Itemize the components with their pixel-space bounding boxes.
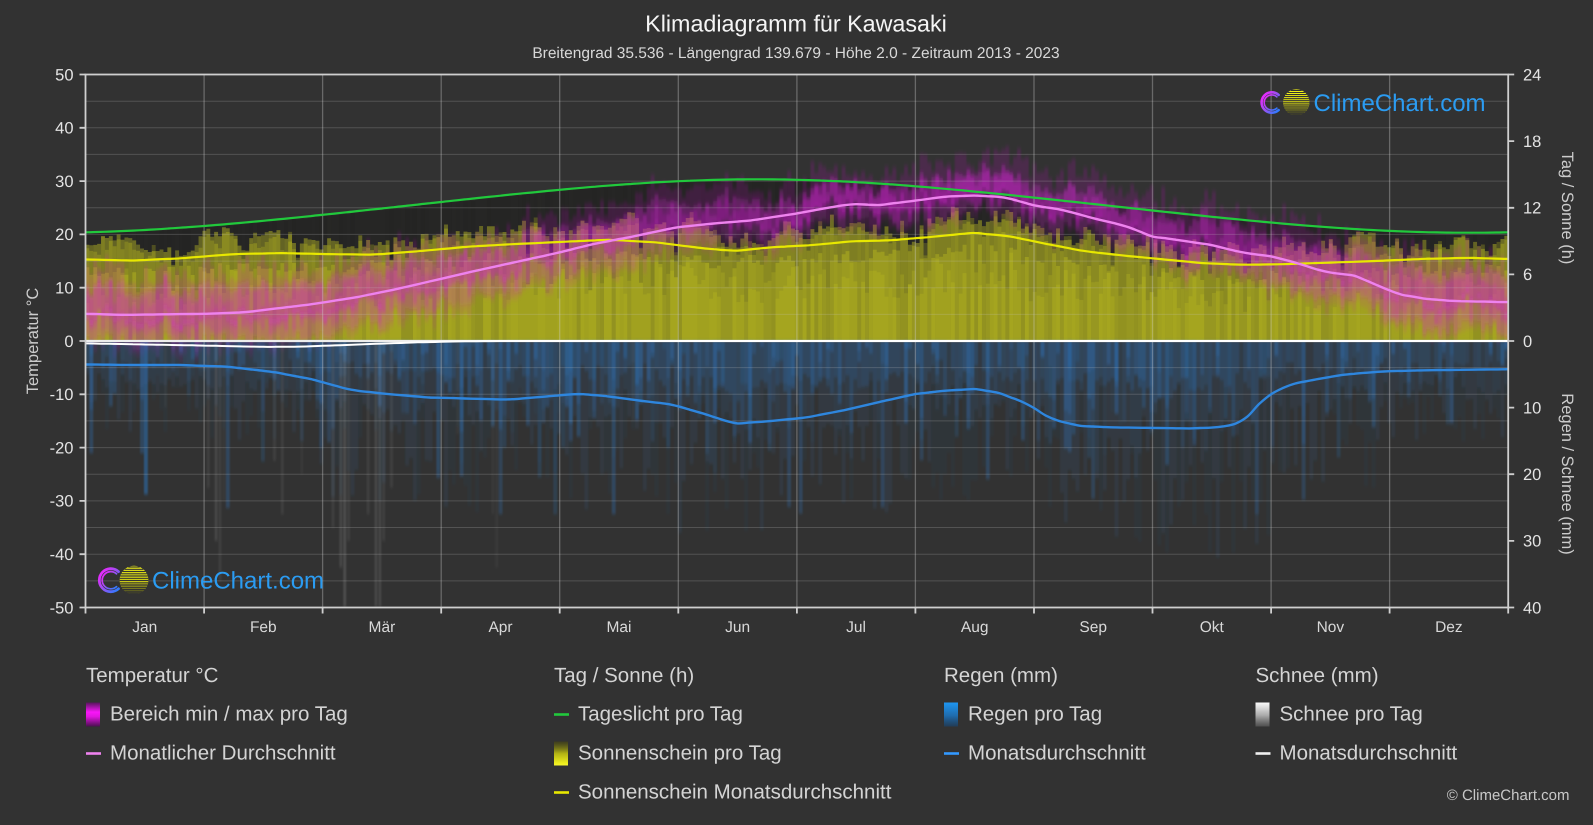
svg-text:18: 18: [1523, 133, 1541, 151]
svg-text:Regen (mm): Regen (mm): [944, 664, 1058, 687]
svg-text:Jan: Jan: [132, 619, 157, 636]
svg-text:Monatlicher Durchschnitt: Monatlicher Durchschnitt: [110, 742, 336, 765]
svg-text:Tageslicht pro Tag: Tageslicht pro Tag: [578, 703, 743, 726]
svg-text:Feb: Feb: [250, 619, 277, 636]
svg-text:Regen pro Tag: Regen pro Tag: [968, 703, 1102, 726]
svg-text:Monatsdurchschnitt: Monatsdurchschnitt: [1280, 742, 1458, 765]
svg-text:Sep: Sep: [1079, 619, 1107, 636]
svg-text:10: 10: [1523, 399, 1541, 417]
svg-text:40: 40: [55, 120, 73, 138]
svg-text:Klimadiagramm für Kawasaki: Klimadiagramm für Kawasaki: [645, 11, 947, 37]
svg-text:Okt: Okt: [1200, 619, 1225, 636]
svg-text:0: 0: [1523, 333, 1532, 351]
svg-text:Mär: Mär: [369, 619, 396, 636]
svg-text:Nov: Nov: [1317, 619, 1345, 636]
svg-text:-40: -40: [50, 546, 74, 564]
svg-text:6: 6: [1523, 266, 1532, 284]
svg-text:Temperatur °C: Temperatur °C: [24, 288, 42, 395]
svg-text:-20: -20: [50, 439, 74, 457]
svg-text:Temperatur °C: Temperatur °C: [86, 664, 219, 687]
svg-text:Sonnenschein pro Tag: Sonnenschein pro Tag: [578, 742, 782, 765]
svg-text:Bereich min / max pro Tag: Bereich min / max pro Tag: [110, 703, 348, 726]
svg-text:Aug: Aug: [961, 619, 989, 636]
svg-text:Dez: Dez: [1435, 619, 1463, 636]
svg-text:Tag / Sonne (h): Tag / Sonne (h): [1558, 152, 1576, 265]
svg-text:24: 24: [1523, 66, 1541, 84]
svg-text:Apr: Apr: [488, 619, 512, 636]
svg-text:Mai: Mai: [607, 619, 632, 636]
svg-text:-30: -30: [50, 493, 74, 511]
svg-text:Monatsdurchschnitt: Monatsdurchschnitt: [968, 742, 1146, 765]
svg-text:10: 10: [55, 280, 73, 298]
svg-text:-10: -10: [50, 386, 74, 404]
svg-text:20: 20: [1523, 466, 1541, 484]
svg-text:Schnee pro Tag: Schnee pro Tag: [1280, 703, 1423, 726]
svg-text:Schnee (mm): Schnee (mm): [1256, 664, 1379, 687]
svg-text:© ClimeChart.com: © ClimeChart.com: [1447, 787, 1570, 804]
svg-text:0: 0: [64, 333, 73, 351]
svg-text:ClimeChart.com: ClimeChart.com: [152, 568, 324, 595]
svg-text:30: 30: [55, 173, 73, 191]
svg-text:Breitengrad 35.536 - Längengra: Breitengrad 35.536 - Längengrad 139.679 …: [532, 45, 1059, 62]
svg-text:ClimeChart.com: ClimeChart.com: [1314, 90, 1486, 117]
svg-text:40: 40: [1523, 599, 1541, 617]
svg-text:Tag / Sonne (h): Tag / Sonne (h): [554, 664, 694, 687]
svg-text:30: 30: [1523, 533, 1541, 551]
svg-text:20: 20: [55, 226, 73, 244]
svg-text:50: 50: [55, 66, 73, 84]
svg-text:Sonnenschein Monatsdurchschnit: Sonnenschein Monatsdurchschnitt: [578, 781, 892, 804]
svg-text:Jun: Jun: [725, 619, 750, 636]
svg-text:12: 12: [1523, 200, 1541, 218]
svg-text:Regen / Schnee (mm): Regen / Schnee (mm): [1558, 393, 1576, 554]
svg-text:Jul: Jul: [846, 619, 866, 636]
svg-text:-50: -50: [50, 599, 74, 617]
